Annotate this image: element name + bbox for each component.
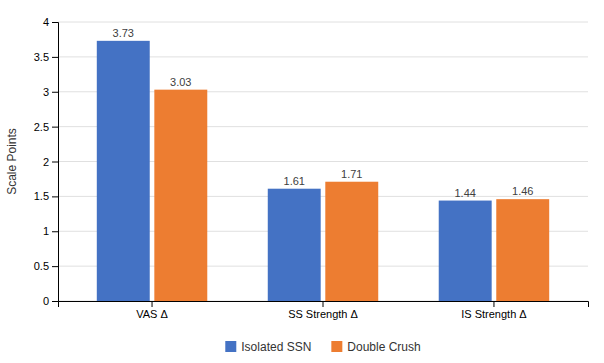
x-tick: IS Strength Δ [461, 301, 527, 320]
y-tick-label: 1 [43, 225, 49, 237]
grid-line [58, 22, 588, 23]
legend-swatch [225, 341, 236, 352]
x-tick-label: IS Strength Δ [461, 308, 527, 320]
y-tick: 3.5 [34, 51, 58, 63]
x-tick-mark [493, 301, 494, 307]
y-tick-label: 2 [43, 156, 49, 168]
bar [268, 189, 321, 301]
y-tick-mark [52, 22, 58, 23]
x-tick: SS Strength Δ [288, 301, 358, 320]
y-tick-label: 2.5 [34, 121, 49, 133]
y-axis-line [52, 23, 59, 302]
legend-item: Double Crush [331, 340, 420, 354]
y-tick-label: 3 [43, 86, 49, 98]
x-tick-label: VAS Δ [136, 308, 168, 320]
y-tick-mark [52, 162, 58, 163]
legend-swatch [331, 341, 342, 352]
y-tick-label: 1.5 [34, 190, 49, 202]
y-tick-mark [52, 196, 58, 197]
y-axis-title: Scale Points [5, 128, 19, 195]
x-tick: VAS Δ [136, 301, 168, 320]
y-tick: 0.5 [34, 260, 58, 272]
grid [58, 22, 588, 301]
data-label: 1.44 [454, 187, 475, 199]
data-label: 1.71 [341, 168, 362, 180]
bars [97, 41, 549, 301]
bar [325, 182, 378, 301]
chart: 0 0.5 1 1.5 2 2.5 3 3.5 4 VAS Δ SS Strength Δ IS St… [0, 0, 604, 363]
y-axis: 0 0.5 1 1.5 2 2.5 3 3.5 4 [34, 16, 59, 307]
y-tick-mark [52, 301, 58, 302]
x-tick-mark [323, 301, 324, 307]
y-tick: 2.5 [34, 121, 58, 133]
x-tick-label: SS Strength Δ [288, 308, 358, 320]
bar [496, 199, 549, 301]
y-tick: 4 [43, 16, 58, 28]
y-tick: 3 [43, 86, 58, 98]
y-tick-mark [52, 266, 58, 267]
bar [154, 90, 207, 301]
bar [439, 201, 492, 301]
y-tick-label: 0 [43, 295, 49, 307]
x-axis-line [59, 302, 589, 308]
y-tick-mark [52, 127, 58, 128]
legend-item: Isolated SSN [225, 340, 311, 354]
legend-label: Double Crush [347, 340, 420, 354]
data-label: 1.61 [284, 175, 305, 187]
data-label: 3.03 [170, 76, 191, 88]
y-tick-label: 4 [43, 16, 49, 28]
x-tick-mark [152, 301, 153, 307]
data-labels: 3.73 1.61 1.44 3.03 1.71 1.46 [113, 27, 534, 199]
legend: Isolated SSN Double Crush [225, 340, 420, 354]
y-tick: 0 [43, 295, 58, 307]
y-tick-mark [52, 92, 58, 93]
y-tick: 1.5 [34, 190, 58, 202]
data-label: 3.73 [113, 27, 134, 39]
y-tick: 2 [43, 156, 58, 168]
y-tick-mark [52, 57, 58, 58]
y-tick-label: 3.5 [34, 51, 49, 63]
plot: 0 0.5 1 1.5 2 2.5 3 3.5 4 VAS Δ SS Strength Δ IS St… [5, 16, 589, 320]
legend-label: Isolated SSN [241, 340, 311, 354]
y-tick-mark [52, 231, 58, 232]
y-tick: 1 [43, 225, 58, 237]
y-tick-label: 0.5 [34, 260, 49, 272]
data-label: 1.46 [512, 185, 533, 197]
bar [97, 41, 150, 301]
x-axis: VAS Δ SS Strength Δ IS Strength Δ [59, 301, 589, 320]
